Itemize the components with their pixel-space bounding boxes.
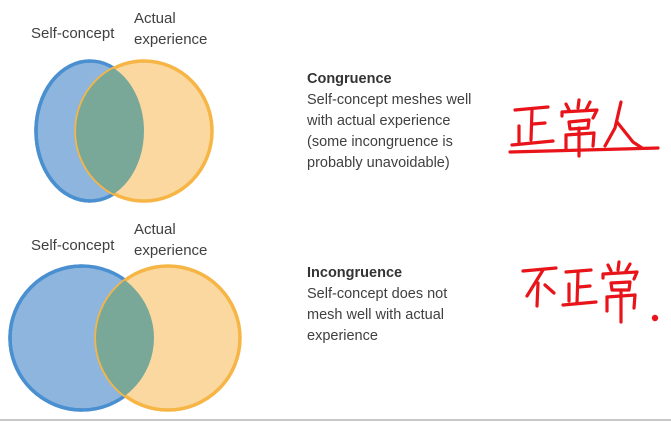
handwritten-note-abnormal: [521, 260, 659, 324]
congruence-desc-line-2: with actual experience: [307, 113, 451, 129]
incongruence-actual-experience-label: Actual experience: [134, 219, 207, 261]
incongruence-self-rim: [8, 264, 83, 412]
congruence-desc-line-1: Self-concept meshes well: [307, 92, 472, 108]
congruence-description: Congruence Self-concept meshes well with…: [307, 69, 471, 174]
incongruence-actual-line2: experience: [134, 242, 208, 259]
congruence-actual-experience-label: Actual experience: [134, 8, 207, 50]
congruence-actual-line2: experience: [134, 31, 208, 48]
congruence-self-concept-label: Self-concept: [31, 25, 115, 42]
congruence-self-rim: [34, 59, 91, 203]
incongruence-venn: [8, 264, 242, 412]
incongruence-overlap: [96, 266, 154, 410]
congruence-title: Congruence: [307, 71, 392, 87]
congruence-desc-line-3: (some incongruence is: [307, 134, 453, 150]
incongruence-desc-line-3: experience: [307, 328, 378, 344]
congruence-desc-line-4: probably unavoidable): [307, 155, 450, 171]
handwritten-note-normal: [508, 98, 660, 158]
incongruence-desc-line-2: mesh well with actual: [307, 307, 444, 323]
congruence-actual-line1: Actual: [134, 10, 176, 27]
congruence-overlap: [76, 61, 144, 201]
incongruence-actual-line1: Actual: [134, 221, 176, 238]
congruence-venn: [34, 59, 214, 203]
incongruence-self-concept-label: Self-concept: [31, 237, 115, 254]
incongruence-description: Incongruence Self-concept does not mesh …: [307, 263, 447, 347]
incongruence-desc-line-1: Self-concept does not: [307, 286, 448, 302]
incongruence-title: Incongruence: [307, 265, 403, 281]
bottom-divider: [0, 419, 671, 421]
